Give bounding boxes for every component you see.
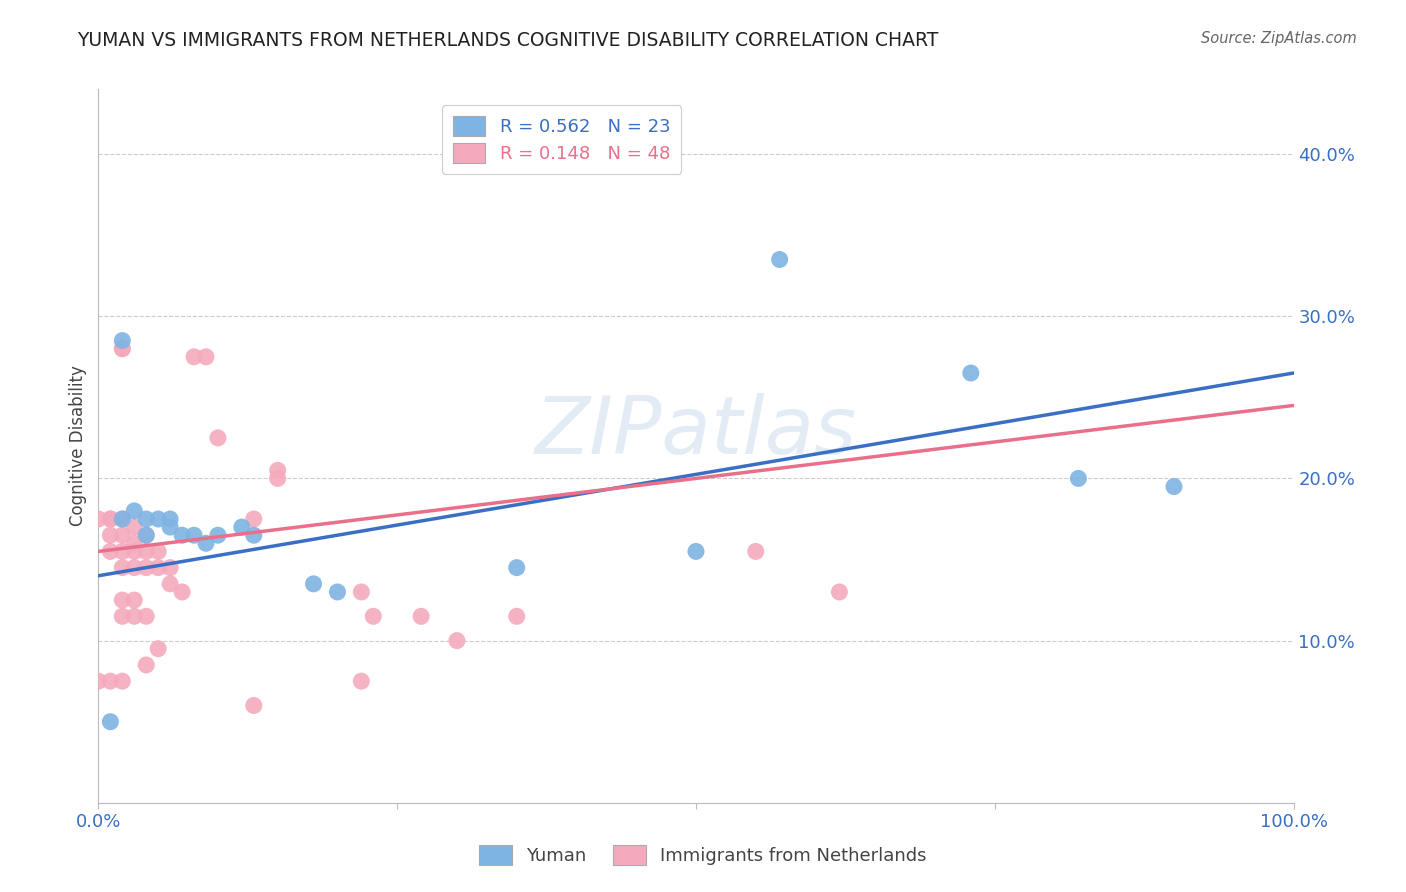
Point [124,504,146,518]
Text: ZIPatlas: ZIPatlas [534,392,858,471]
Point [172,528,194,542]
Point [87,512,110,526]
Point [124,544,146,558]
Point [207,528,229,542]
Point [98,674,122,689]
Point [111,512,134,526]
Point [267,463,290,477]
Point [446,633,468,648]
Point [411,609,433,624]
Point [745,544,768,558]
Point [326,585,349,599]
Point [148,641,170,656]
Point [685,544,707,558]
Point [302,577,325,591]
Point [135,512,157,526]
Point [195,350,218,364]
Point [148,544,170,558]
Text: YUMAN VS IMMIGRANTS FROM NETHERLANDS COGNITIVE DISABILITY CORRELATION CHART: YUMAN VS IMMIGRANTS FROM NETHERLANDS COG… [77,31,939,50]
Point [111,560,134,574]
Point [148,560,170,574]
Point [1067,471,1090,485]
Point [350,585,373,599]
Point [111,334,134,348]
Point [124,536,146,550]
Point [506,609,529,624]
Point [111,609,134,624]
Point [267,471,290,485]
Point [111,512,134,526]
Point [135,528,157,542]
Point [231,520,253,534]
Point [111,674,134,689]
Point [159,520,181,534]
Point [243,512,266,526]
Point [135,528,157,542]
Point [135,657,157,672]
Legend: Yuman, Immigrants from Netherlands: Yuman, Immigrants from Netherlands [472,838,934,872]
Point [183,528,205,542]
Point [195,536,218,550]
Point [111,342,134,356]
Point [124,560,146,574]
Point [148,512,170,526]
Point [172,585,194,599]
Point [960,366,983,380]
Point [98,544,122,558]
Point [111,593,134,607]
Point [135,544,157,558]
Point [506,560,529,574]
Y-axis label: Cognitive Disability: Cognitive Disability [69,366,87,526]
Legend: R = 0.562   N = 23, R = 0.148   N = 48: R = 0.562 N = 23, R = 0.148 N = 48 [441,105,682,174]
Point [207,431,229,445]
Point [124,593,146,607]
Point [135,560,157,574]
Point [350,674,373,689]
Point [124,609,146,624]
Point [124,520,146,534]
Point [1163,479,1185,493]
Point [111,528,134,542]
Point [98,512,122,526]
Point [183,350,205,364]
Point [111,342,134,356]
Point [87,674,110,689]
Point [363,609,385,624]
Point [828,585,851,599]
Point [98,714,122,729]
Point [135,609,157,624]
Point [768,252,790,267]
Point [243,698,266,713]
Point [98,528,122,542]
Point [159,577,181,591]
Point [243,528,266,542]
Text: Source: ZipAtlas.com: Source: ZipAtlas.com [1201,31,1357,46]
Point [159,512,181,526]
Point [111,544,134,558]
Point [98,512,122,526]
Point [159,560,181,574]
